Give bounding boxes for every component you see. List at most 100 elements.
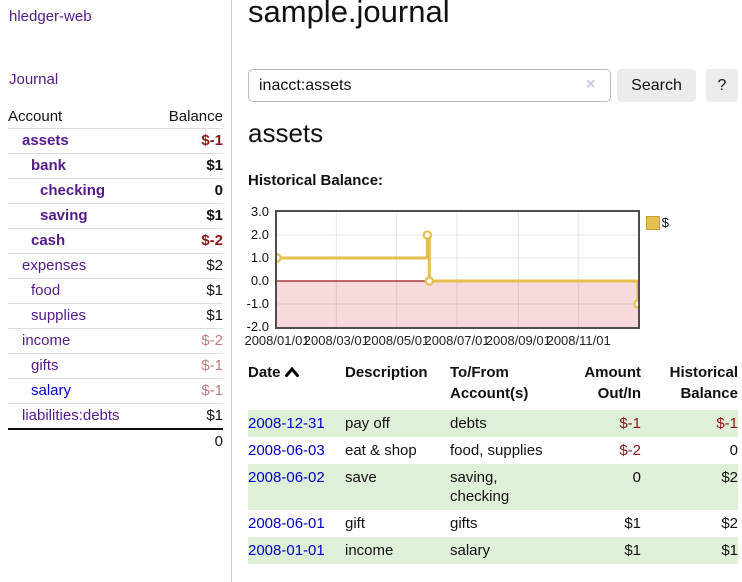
y-axis-tick-label: 3.0 — [250, 204, 269, 219]
chart-title: Historical Balance: — [248, 172, 384, 189]
y-axis-tick-label: -1.0 — [246, 296, 269, 311]
transaction-row: 2008-12-31 pay off debts $-1 $-1 — [248, 410, 738, 437]
account-column-header: Account — [8, 108, 63, 125]
account-link[interactable]: assets — [22, 132, 69, 149]
transaction-amount: $-2 — [619, 442, 641, 459]
y-axis-tick-label: 2.0 — [250, 227, 269, 242]
transactions-table: Date Description To/From Account(s) Amou… — [248, 360, 738, 564]
help-button[interactable]: ? — [706, 69, 738, 102]
accounts-column-header: To/From Account(s) — [450, 364, 529, 402]
transaction-description: gift — [345, 515, 366, 532]
accounts-total-value: 0 — [214, 433, 223, 450]
x-axis-tick-label: 2008/07/01 — [424, 333, 490, 348]
transaction-amount: $1 — [624, 515, 641, 532]
accounts-rows: assets $-1 bank $1 checking 0 saving $1 cash $-2 e… — [8, 128, 223, 428]
account-balance: $1 — [206, 157, 223, 174]
account-link[interactable]: cash — [31, 232, 66, 249]
account-row: liabilities:debts $1 — [8, 403, 223, 428]
account-row: cash $-2 — [8, 228, 223, 253]
x-axis-tick-label: 2008/11/01 — [546, 333, 611, 348]
x-axis-tick-label: 2008/09/01 — [485, 333, 551, 348]
transaction-date-link[interactable]: 2008-12-31 — [248, 415, 325, 432]
x-axis-tick-label: 2008/01/01 — [244, 333, 310, 348]
account-link[interactable]: food — [31, 282, 61, 299]
transactions-header-row: Date Description To/From Account(s) Amou… — [248, 360, 738, 410]
account-heading: assets — [248, 118, 324, 148]
main-content: sample.journal × Search ? assets Histori… — [244, 0, 742, 582]
y-axis-tick-label: 0.0 — [250, 273, 269, 288]
account-row: saving $1 — [8, 203, 223, 228]
search-bar: × Search ? — [248, 69, 742, 103]
account-link[interactable]: supplies — [31, 307, 87, 324]
account-balance: $-1 — [201, 382, 223, 399]
account-balance: $1 — [206, 207, 223, 224]
account-row: expenses $2 — [8, 253, 223, 278]
transaction-accounts: gifts — [450, 515, 478, 532]
search-button[interactable]: Search — [617, 69, 696, 102]
accounts-table: Account Balance assets $-1 bank $1 checking 0… — [8, 106, 223, 453]
transaction-description: save — [345, 469, 377, 486]
sidebar: hledger-web Journal Account Balance asse… — [0, 0, 232, 582]
account-link[interactable]: gifts — [31, 357, 59, 374]
transaction-balance: $-1 — [716, 415, 738, 432]
transaction-accounts: saving, checking — [450, 469, 510, 505]
chart-canvas — [277, 212, 638, 327]
account-balance: $-2 — [201, 232, 223, 249]
page-title: sample.journal — [248, 0, 450, 29]
sort-asc-icon — [284, 367, 299, 377]
transaction-amount: $1 — [624, 542, 641, 559]
transactions-body: 2008-12-31 pay off debts $-1 $-1 2008-06-03 ea… — [248, 410, 738, 564]
amount-column-header: Amount Out/In — [584, 364, 641, 402]
chart-legend: $ — [645, 215, 669, 230]
account-row: income $-2 — [8, 328, 223, 353]
account-balance: 0 — [214, 182, 223, 199]
account-balance: $-2 — [201, 332, 223, 349]
transaction-date-link[interactable]: 2008-06-03 — [248, 442, 325, 459]
transaction-description: pay off — [345, 415, 390, 432]
account-link[interactable]: income — [22, 332, 71, 349]
account-link[interactable]: salary — [31, 382, 72, 399]
transaction-date-link[interactable]: 2008-06-02 — [248, 469, 325, 486]
description-column-header: Description — [345, 364, 428, 381]
transaction-accounts: food, supplies — [450, 442, 543, 459]
date-column-header[interactable]: Date — [248, 360, 345, 410]
x-axis-tick-label: 2008/05/01 — [364, 333, 430, 348]
account-link[interactable]: expenses — [22, 257, 87, 274]
transaction-balance: $2 — [721, 515, 738, 532]
y-axis-tick-label: -2.0 — [246, 319, 269, 334]
account-link[interactable]: liabilities:debts — [22, 407, 120, 424]
transaction-row: 2008-01-01 income salary $1 $1 — [248, 537, 738, 564]
transaction-row: 2008-06-03 eat & shop food, supplies $-2 0 — [248, 437, 738, 464]
account-balance: $-1 — [201, 132, 223, 149]
transaction-amount: $-1 — [619, 415, 641, 432]
account-link[interactable]: bank — [31, 157, 67, 174]
account-balance: $1 — [206, 307, 223, 324]
account-link[interactable]: saving — [40, 207, 88, 224]
transaction-row: 2008-06-01 gift gifts $1 $2 — [248, 510, 738, 537]
transaction-balance: $2 — [721, 469, 738, 486]
account-row: bank $1 — [8, 153, 223, 178]
transaction-date-link[interactable]: 2008-06-01 — [248, 515, 325, 532]
balance-column-header: Balance — [168, 108, 223, 125]
legend-swatch-icon — [645, 215, 660, 230]
transaction-description: eat & shop — [345, 442, 417, 459]
account-row: gifts $-1 — [8, 353, 223, 378]
account-balance: $1 — [206, 407, 223, 424]
account-link[interactable]: checking — [40, 182, 106, 199]
clear-search-icon[interactable]: × — [586, 76, 596, 93]
account-balance: $2 — [206, 257, 223, 274]
account-row: food $1 — [8, 278, 223, 303]
legend-label: $ — [661, 215, 669, 230]
transaction-date-link[interactable]: 2008-01-01 — [248, 542, 325, 559]
y-axis-tick-label: 1.0 — [250, 250, 269, 265]
account-row: assets $-1 — [8, 128, 223, 153]
accounts-table-header: Account Balance — [8, 106, 223, 128]
account-row: salary $-1 — [8, 378, 223, 403]
transaction-balance: 0 — [729, 442, 738, 459]
search-input[interactable] — [248, 69, 611, 102]
sidebar-item-journal[interactable]: Journal — [9, 71, 59, 88]
account-balance: $1 — [206, 282, 223, 299]
app-brand-link[interactable]: hledger-web — [9, 8, 92, 25]
account-row: supplies $1 — [8, 303, 223, 328]
